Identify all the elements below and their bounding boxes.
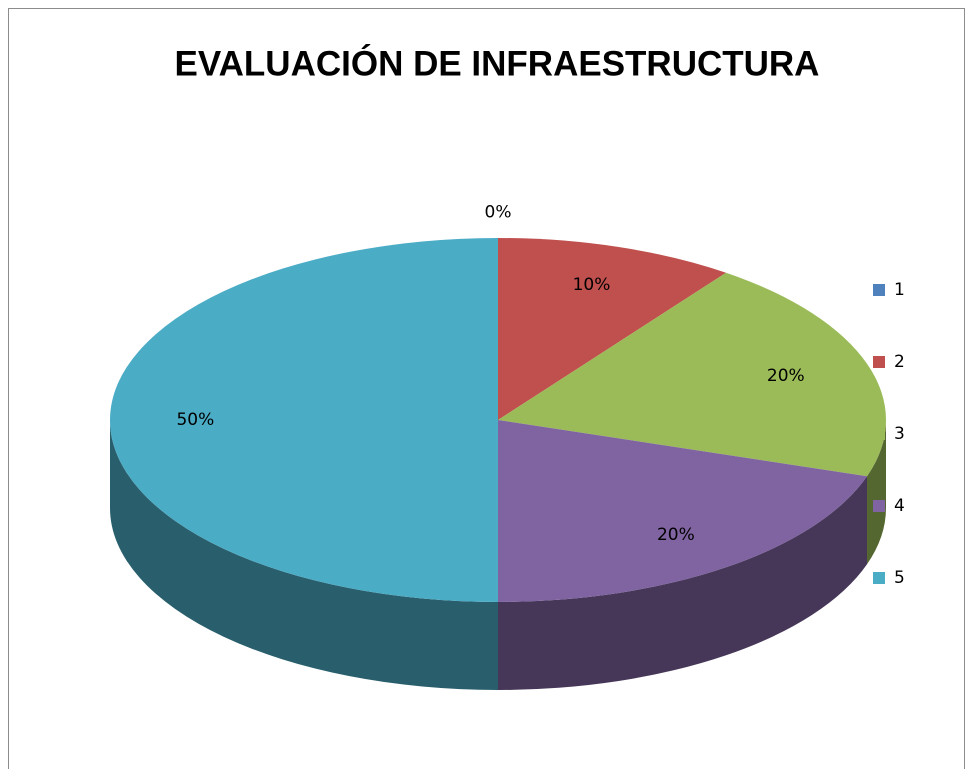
data-label: 20% bbox=[657, 525, 695, 545]
legend-label: 4 bbox=[894, 496, 905, 516]
data-label: 20% bbox=[767, 366, 805, 386]
slice bbox=[110, 238, 498, 602]
data-label: 10% bbox=[573, 275, 611, 295]
legend-swatch bbox=[873, 428, 885, 440]
slice bbox=[498, 238, 727, 420]
slice bbox=[498, 420, 868, 602]
data-label: 0% bbox=[485, 203, 512, 223]
legend-swatch bbox=[873, 284, 885, 296]
legend-swatch bbox=[873, 500, 885, 512]
data-label: 50% bbox=[176, 410, 214, 430]
slice-side bbox=[498, 476, 868, 690]
legend-swatch bbox=[873, 356, 885, 368]
legend-label: 3 bbox=[894, 424, 905, 444]
slice-side bbox=[867, 420, 886, 565]
legend-swatch bbox=[873, 572, 885, 584]
chart-title: EVALUACIÓN DE INFRAESTRUCTURA bbox=[175, 43, 820, 83]
legend-label: 5 bbox=[894, 568, 905, 588]
slice-side bbox=[110, 420, 498, 690]
legend-label: 2 bbox=[894, 352, 905, 372]
legend-label: 1 bbox=[894, 280, 905, 300]
slice bbox=[498, 272, 886, 477]
